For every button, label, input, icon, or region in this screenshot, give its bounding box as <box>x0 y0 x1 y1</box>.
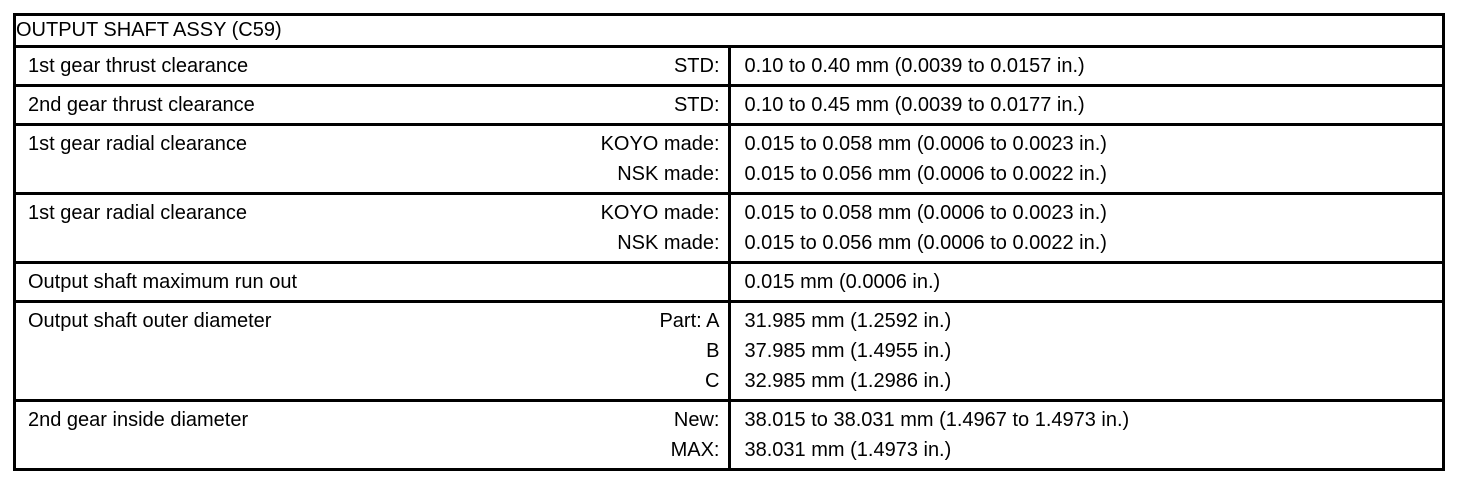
table-header-row: OUTPUT SHAFT ASSY (C59) <box>13 13 1445 48</box>
spec-value: 32.985 mm (1.2986 in.) <box>744 370 952 392</box>
spec-qualifier: B <box>706 340 720 362</box>
spec-qualifier: KOYO made: <box>600 202 720 224</box>
spec-value: 0.015 to 0.058 mm (0.0006 to 0.0023 in.) <box>744 202 1107 224</box>
spec-qualifier: STD: <box>673 55 720 77</box>
spec-qualifier: KOYO made: <box>600 133 720 155</box>
spec-label: 2nd gear inside diameter <box>28 409 249 431</box>
spec-qualifier: MAX: <box>670 439 720 461</box>
table-row: 1st gear thrust clearance STD: 0.10 to 0… <box>13 45 1445 87</box>
spec-value: 0.015 to 0.058 mm (0.0006 to 0.0023 in.) <box>744 133 1107 155</box>
spec-value: 31.985 mm (1.2592 in.) <box>744 310 952 332</box>
spec-qualifier: NSK made: <box>617 232 720 254</box>
spec-label: 1st gear radial clearance <box>28 202 248 224</box>
spec-value: 38.031 mm (1.4973 in.) <box>744 439 952 461</box>
spec-label: 1st gear thrust clearance <box>28 55 249 77</box>
spec-value: 37.985 mm (1.4955 in.) <box>744 340 952 362</box>
spec-label: Output shaft outer diameter <box>28 310 272 332</box>
spec-label: 2nd gear thrust clearance <box>28 94 255 116</box>
spec-label: 1st gear radial clearance <box>28 133 248 155</box>
spec-value: 0.10 to 0.45 mm (0.0039 to 0.0177 in.) <box>744 94 1085 116</box>
spec-label: Output shaft maximum run out <box>28 271 298 293</box>
spec-qualifier: NSK made: <box>617 163 720 185</box>
table-row: Output shaft outer diameter Part: A B C … <box>13 300 1445 402</box>
spec-qualifier: Part: A <box>659 310 720 332</box>
spec-value: 0.10 to 0.40 mm (0.0039 to 0.0157 in.) <box>744 55 1085 77</box>
spec-qualifier: C <box>705 370 720 392</box>
spec-value: 0.015 mm (0.0006 in.) <box>744 271 941 293</box>
spec-table: OUTPUT SHAFT ASSY (C59) 1st gear thrust … <box>13 13 1445 471</box>
spec-qualifier: STD: <box>673 94 720 116</box>
table-row: Output shaft maximum run out 0.015 mm (0… <box>13 261 1445 303</box>
table-row: 2nd gear inside diameter New: MAX: 38.01… <box>13 399 1445 471</box>
table-row: 1st gear radial clearance KOYO made: NSK… <box>13 192 1445 264</box>
spec-value: 38.015 to 38.031 mm (1.4967 to 1.4973 in… <box>744 409 1130 431</box>
spec-value: 0.015 to 0.056 mm (0.0006 to 0.0022 in.) <box>744 163 1107 185</box>
table-title: OUTPUT SHAFT ASSY (C59) <box>13 13 1445 48</box>
spec-qualifier: New: <box>673 409 720 431</box>
spec-value: 0.015 to 0.056 mm (0.0006 to 0.0022 in.) <box>744 232 1107 254</box>
table-row: 1st gear radial clearance KOYO made: NSK… <box>13 123 1445 195</box>
table-row: 2nd gear thrust clearance STD: 0.10 to 0… <box>13 84 1445 126</box>
